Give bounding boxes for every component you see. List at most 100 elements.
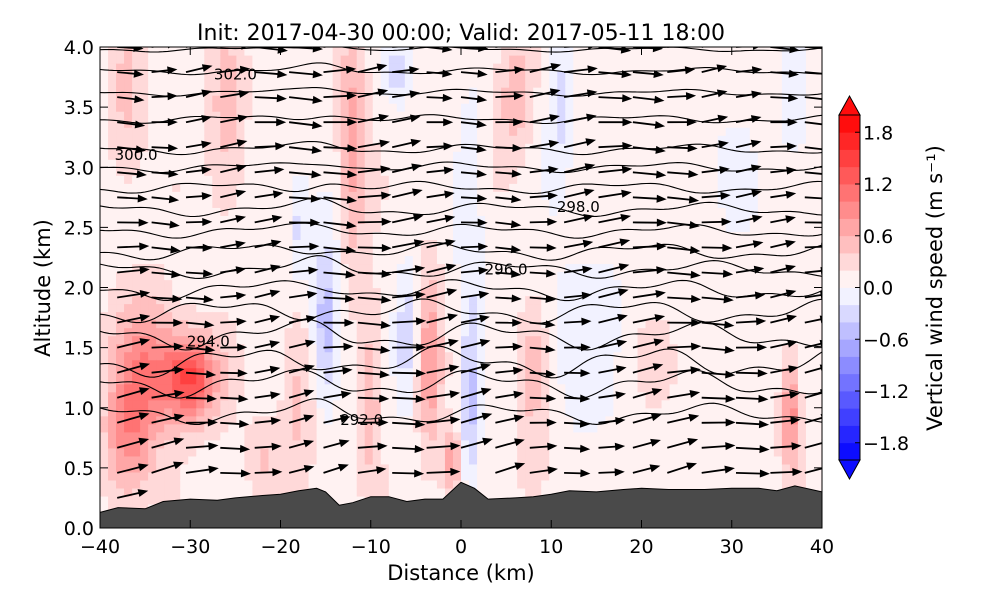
w-cell bbox=[308, 215, 318, 224]
w-cell bbox=[653, 327, 663, 337]
w-cell bbox=[469, 71, 478, 80]
w-cell bbox=[348, 287, 358, 297]
w-cell bbox=[260, 255, 270, 265]
w-cell bbox=[693, 47, 703, 56]
w-cell bbox=[140, 231, 149, 240]
w-cell bbox=[204, 199, 213, 208]
w-cell bbox=[388, 119, 398, 128]
w-cell bbox=[509, 415, 518, 425]
w-cell bbox=[204, 71, 213, 80]
w-cell bbox=[549, 279, 558, 289]
w-cell bbox=[140, 503, 149, 513]
w-cell bbox=[316, 287, 326, 297]
w-cell bbox=[485, 207, 494, 216]
w-cell bbox=[156, 479, 165, 489]
w-cell bbox=[549, 327, 558, 337]
w-cell bbox=[717, 151, 727, 160]
w-cell bbox=[501, 319, 510, 329]
w-cell bbox=[148, 487, 157, 497]
w-cell bbox=[404, 479, 414, 489]
w-cell bbox=[428, 103, 438, 112]
w-cell bbox=[581, 247, 590, 257]
w-cell bbox=[701, 351, 711, 361]
w-cell bbox=[485, 391, 494, 401]
w-cell bbox=[653, 447, 663, 457]
w-cell bbox=[380, 247, 390, 257]
w-cell bbox=[693, 263, 703, 273]
w-cell bbox=[332, 151, 342, 160]
w-cell bbox=[276, 63, 286, 72]
w-cell bbox=[140, 191, 149, 200]
w-cell bbox=[252, 359, 262, 369]
w-cell bbox=[677, 183, 687, 192]
w-cell bbox=[332, 295, 342, 305]
w-cell bbox=[204, 127, 213, 136]
w-cell bbox=[452, 183, 462, 192]
w-cell bbox=[757, 55, 767, 64]
w-cell bbox=[156, 407, 165, 417]
w-cell bbox=[485, 287, 494, 297]
w-cell bbox=[725, 391, 735, 401]
w-cell bbox=[300, 263, 310, 273]
w-cell bbox=[469, 47, 478, 56]
w-cell bbox=[188, 191, 197, 200]
w-cell bbox=[284, 399, 294, 409]
w-cell bbox=[525, 407, 534, 417]
w-cell bbox=[621, 471, 631, 481]
w-cell bbox=[613, 279, 623, 289]
w-cell bbox=[573, 399, 582, 409]
w-cell bbox=[164, 151, 173, 160]
w-cell bbox=[340, 479, 350, 489]
w-cell bbox=[132, 167, 141, 176]
w-cell bbox=[340, 175, 350, 184]
w-cell bbox=[412, 55, 422, 64]
w-cell bbox=[220, 111, 229, 120]
w-cell bbox=[188, 311, 197, 321]
w-cell bbox=[364, 71, 374, 80]
w-cell bbox=[244, 375, 254, 385]
w-cell bbox=[677, 271, 687, 281]
w-cell bbox=[525, 159, 534, 168]
w-cell bbox=[356, 239, 366, 249]
w-cell bbox=[645, 351, 655, 361]
w-cell bbox=[388, 255, 398, 265]
w-cell bbox=[589, 415, 598, 425]
w-cell bbox=[100, 471, 109, 481]
w-cell bbox=[733, 319, 743, 329]
w-cell bbox=[669, 127, 679, 136]
w-cell bbox=[412, 207, 422, 216]
w-cell bbox=[541, 367, 550, 377]
w-cell bbox=[396, 335, 406, 345]
w-cell bbox=[196, 103, 205, 112]
w-cell bbox=[733, 423, 743, 433]
w-cell bbox=[733, 447, 743, 457]
w-cell bbox=[565, 183, 574, 192]
w-cell bbox=[693, 207, 703, 216]
w-cell bbox=[749, 279, 759, 289]
w-cell bbox=[741, 463, 751, 473]
w-cell bbox=[276, 335, 286, 345]
w-cell bbox=[605, 127, 615, 136]
w-cell bbox=[461, 383, 470, 393]
w-cell bbox=[573, 135, 582, 144]
w-cell bbox=[717, 335, 727, 345]
w-cell bbox=[461, 431, 470, 441]
w-cell bbox=[196, 95, 205, 104]
w-cell bbox=[597, 431, 606, 441]
w-cell bbox=[236, 295, 245, 305]
w-cell bbox=[581, 231, 590, 240]
w-cell bbox=[493, 431, 502, 441]
w-cell bbox=[709, 351, 719, 361]
w-cell bbox=[765, 471, 775, 481]
w-cell bbox=[140, 327, 149, 337]
w-cell bbox=[565, 119, 574, 128]
w-cell bbox=[420, 215, 430, 224]
w-cell bbox=[108, 183, 117, 192]
w-cell bbox=[749, 199, 759, 208]
w-cell bbox=[629, 199, 639, 208]
w-cell bbox=[340, 151, 350, 160]
w-cell bbox=[669, 215, 679, 224]
w-cell bbox=[741, 407, 751, 417]
w-cell bbox=[629, 311, 639, 321]
w-cell bbox=[340, 271, 350, 281]
